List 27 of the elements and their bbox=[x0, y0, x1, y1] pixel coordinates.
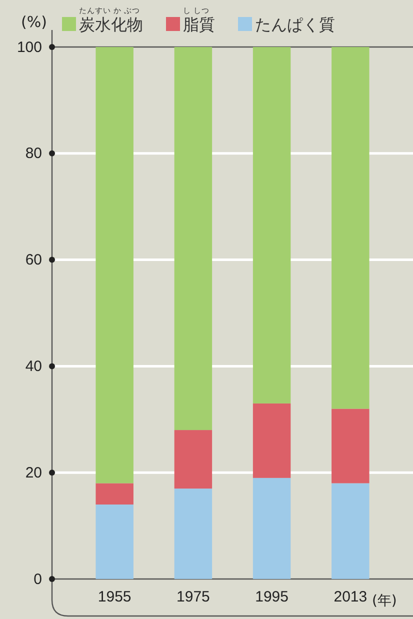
x-tick-label: 1975 bbox=[176, 588, 210, 606]
bar bbox=[332, 408, 370, 484]
legend-label: 脂質 bbox=[183, 15, 215, 34]
bar bbox=[252, 47, 291, 404]
y-tick-label: 100 bbox=[16, 38, 42, 56]
bar bbox=[96, 47, 134, 484]
x-tick-label: 1995 bbox=[255, 588, 288, 606]
y-tick-label: 20 bbox=[25, 464, 42, 482]
x-tick-label: 1955 bbox=[98, 588, 132, 606]
legend-label: 炭水化物 bbox=[79, 15, 143, 34]
x-axis-title: (年) bbox=[372, 593, 397, 609]
bar bbox=[332, 483, 370, 579]
bar bbox=[252, 403, 291, 478]
y-tick-label: 60 bbox=[25, 252, 42, 269]
bar bbox=[96, 483, 134, 505]
bar bbox=[252, 478, 291, 579]
bar bbox=[174, 47, 212, 430]
legend-label: たんぱく質 bbox=[255, 15, 335, 34]
x-tick-label: 2013 bbox=[334, 588, 368, 606]
bar bbox=[96, 504, 134, 579]
bar bbox=[174, 488, 212, 579]
y-axis-title: (%) bbox=[21, 13, 47, 31]
y-tick-label: 80 bbox=[25, 145, 42, 162]
y-tick-label: 40 bbox=[25, 358, 42, 375]
y-tick-label: 0 bbox=[34, 570, 42, 588]
bar bbox=[174, 430, 212, 489]
bar bbox=[332, 47, 370, 409]
